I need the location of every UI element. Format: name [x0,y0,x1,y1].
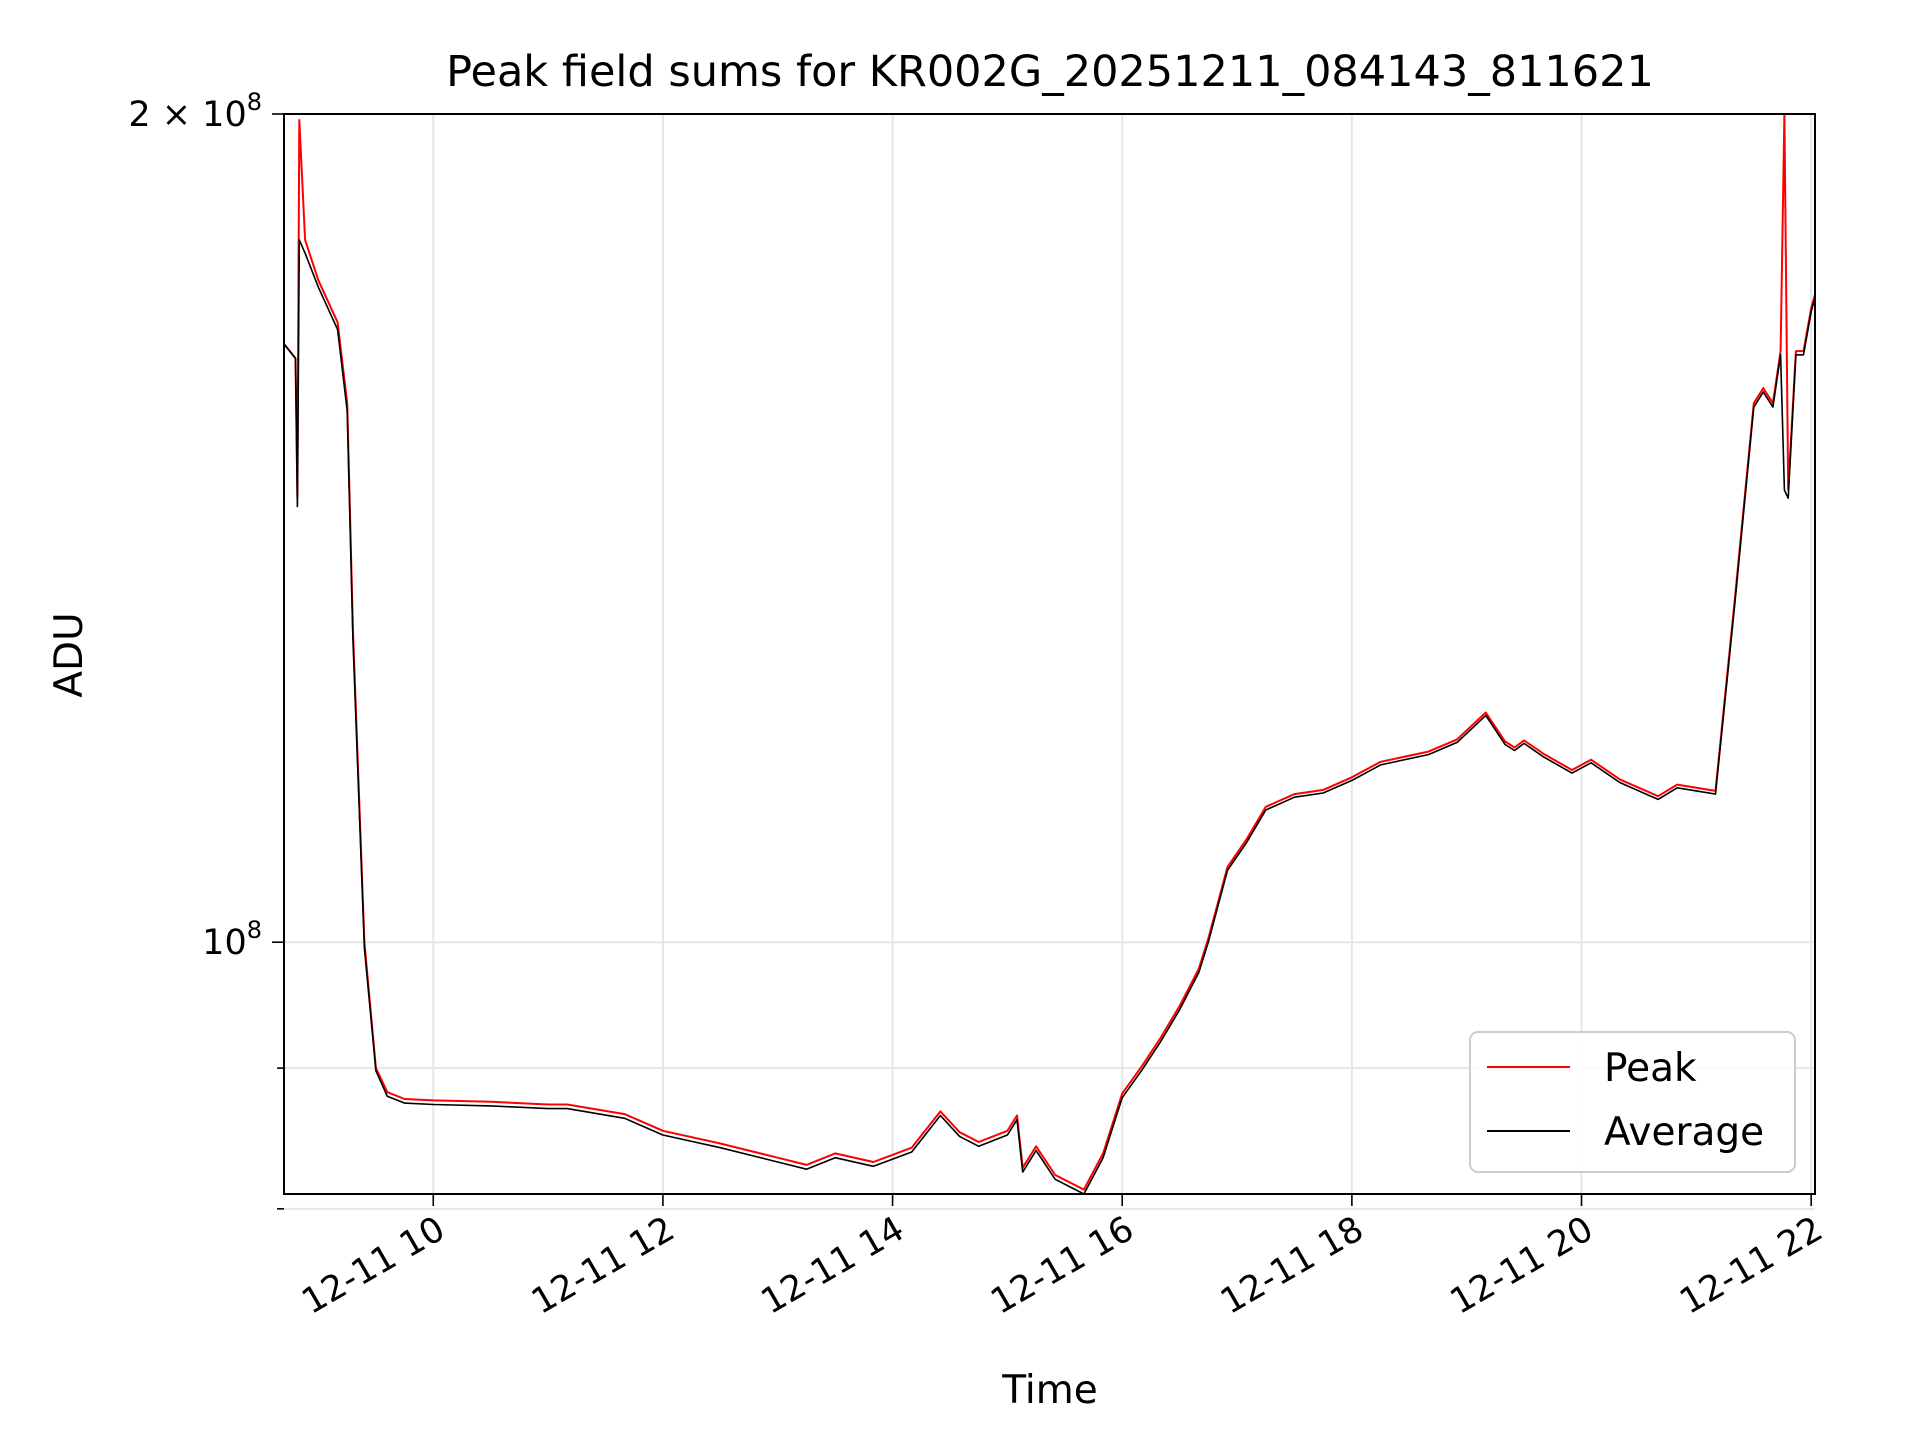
series-line-average [283,239,1816,1195]
legend-average-label: Average [1604,1110,1764,1155]
y-tick-label: 2 × 108 [128,88,262,135]
plot-frame [283,113,1816,1195]
y-tick-label: 108 [202,916,262,963]
chart-title: Peak field sums for KR002G_20251211_0841… [446,47,1654,97]
series-lines [283,113,1816,1195]
legend-peak-label: Peak [1604,1046,1697,1091]
series-line-peak [283,113,1816,1191]
x-axis-label: Time [1001,1368,1097,1413]
y-axis-label: ADU [47,612,92,697]
legend: Peak Average [1469,1031,1796,1173]
